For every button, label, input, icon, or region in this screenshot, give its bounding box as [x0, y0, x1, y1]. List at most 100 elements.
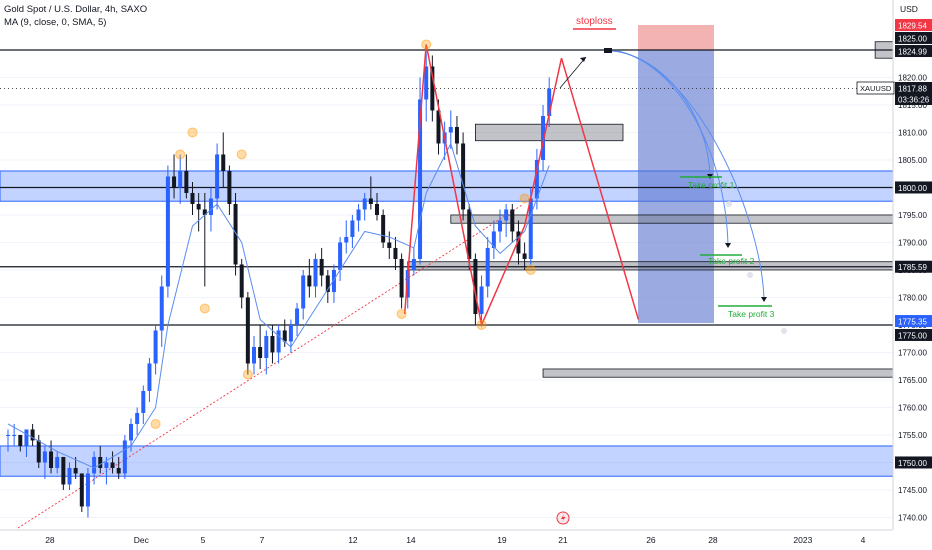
candle-body [528, 198, 533, 259]
candle-body [307, 275, 312, 287]
swing-marker [150, 418, 161, 429]
candle-body [55, 456, 60, 468]
x-tick-label: 2023 [793, 535, 812, 545]
symbol-badge: XAUUSD [860, 84, 892, 93]
arrow-head [761, 297, 767, 302]
flash-icon[interactable] [556, 511, 570, 525]
x-tick-label: 5 [201, 535, 206, 545]
candle-body [467, 209, 472, 259]
x-tick-labels: 28 Dec 5 7 12 14 19 21 26 28 2023 4 [45, 535, 865, 545]
candle-body [375, 203, 379, 215]
projection-dot [747, 272, 753, 278]
candle-body [172, 176, 177, 188]
indicator-label[interactable]: MA (9, close, 0, SMA, 5) [4, 17, 107, 28]
candle-body [258, 346, 263, 358]
candle-body [436, 110, 441, 144]
candle-body [461, 143, 466, 210]
price-badge-bg [895, 31, 932, 44]
price-badge-bg [895, 82, 932, 94]
x-tick-label: 26 [646, 535, 656, 545]
candle-body [264, 335, 269, 358]
x-tick-label: 12 [348, 535, 358, 545]
y-tick-label: 1760.00 [898, 403, 927, 412]
symbol-title[interactable]: Gold Spot / U.S. Dollar, 4h, SAXO [4, 4, 148, 15]
candle-body [245, 297, 250, 364]
x-tick-label: 4 [861, 535, 866, 545]
price-badge: 1817.88 [898, 85, 927, 94]
candle-body [547, 88, 552, 116]
candle-body [485, 247, 490, 287]
candle-body [116, 467, 121, 474]
moving-average-line [7, 142, 550, 469]
candle-body [516, 231, 521, 254]
candle-body [92, 456, 97, 474]
entry-arrow-head [580, 57, 586, 62]
stoploss-label: stoploss [576, 16, 613, 27]
stoploss-area [638, 25, 714, 50]
y-tick-label: 1765.00 [898, 376, 927, 385]
candle-body [301, 275, 306, 309]
candle-body [239, 264, 244, 298]
candle-body [368, 198, 373, 204]
price-badge: 1785.59 [898, 263, 927, 272]
zigzag-projection [403, 44, 640, 328]
resistance-box [450, 214, 932, 224]
candle-body [362, 198, 367, 210]
y-tick-label: 1790.00 [898, 238, 927, 247]
candle-body [215, 154, 220, 199]
currency-label: USD [900, 4, 918, 14]
flash-icon-glyph [561, 514, 566, 522]
price-badge-bg [895, 328, 932, 341]
candle-body [24, 429, 29, 446]
candle-body [79, 473, 84, 507]
swing-marker [175, 149, 186, 160]
price-badge: 1775.35 [898, 318, 927, 327]
candle-body [110, 462, 115, 468]
candle-body [399, 258, 404, 298]
price-badge: 1825.00 [898, 34, 927, 43]
candle-body [325, 275, 330, 292]
candle-body [184, 170, 189, 193]
x-tick-label: 28 [708, 535, 718, 545]
y-tick-label: 1815.00 [898, 101, 927, 110]
price-badge: 1800.00 [898, 184, 927, 193]
price-badge-bg [895, 19, 932, 31]
candle-body [221, 154, 226, 171]
legend: Gold Spot / U.S. Dollar, 4h, SAXO MA (9,… [4, 3, 147, 29]
candle-body [129, 423, 133, 441]
y-tick-label: 1795.00 [898, 211, 927, 220]
price-badge: 1829.54 [898, 22, 927, 31]
candle-body [319, 258, 324, 276]
candle-body [387, 242, 392, 248]
candle-body [202, 209, 207, 215]
y-tick-label: 1740.00 [898, 513, 927, 522]
candle-body [61, 456, 66, 485]
candle-body [282, 330, 287, 342]
price-badge: 1775.00 [898, 331, 927, 340]
candle-body [504, 209, 509, 221]
candle-body [227, 170, 232, 204]
candle-body [454, 126, 459, 144]
price-badge-bg [895, 456, 932, 469]
target-area [638, 49, 714, 324]
candle-body [356, 209, 361, 221]
take-profit-3-label: Take profit 3 [728, 309, 775, 319]
x-tick-label: 19 [497, 535, 507, 545]
candle-body [498, 220, 502, 232]
price-badge: 1750.00 [898, 459, 927, 468]
arrow-head [725, 243, 731, 248]
candle-body [350, 220, 355, 237]
take-profit-2-label: Take profit 2 [708, 256, 755, 266]
entry-marker [604, 48, 612, 53]
candle-body [147, 363, 152, 391]
candle-body [430, 66, 435, 111]
candle-body [165, 176, 170, 287]
symbol-badge-bg [856, 81, 895, 95]
candle-body [276, 330, 281, 353]
swing-marker [421, 39, 432, 50]
candle-body [418, 99, 423, 259]
candle-body [98, 456, 103, 468]
projection-dot [726, 201, 732, 207]
